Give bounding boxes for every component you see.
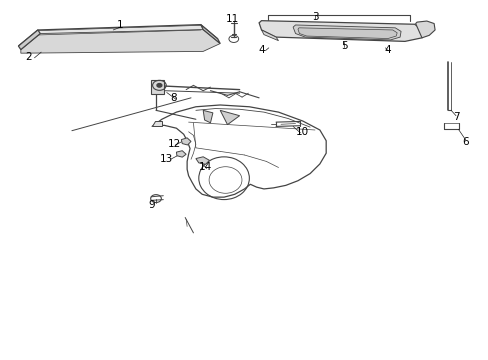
Polygon shape [21, 30, 220, 53]
Polygon shape [19, 30, 40, 50]
Text: 8: 8 [170, 93, 177, 103]
Polygon shape [220, 111, 239, 125]
Polygon shape [151, 80, 164, 94]
Text: 2: 2 [25, 52, 31, 62]
Text: 9: 9 [148, 200, 155, 210]
Polygon shape [292, 25, 400, 40]
Circle shape [157, 84, 162, 87]
Text: 10: 10 [296, 127, 309, 137]
Text: 4: 4 [384, 45, 390, 55]
Polygon shape [19, 24, 217, 46]
Text: 1: 1 [117, 19, 123, 30]
Polygon shape [261, 30, 278, 41]
Text: 13: 13 [160, 154, 173, 163]
Text: 7: 7 [452, 112, 458, 122]
Polygon shape [259, 21, 423, 41]
Text: 5: 5 [340, 41, 347, 51]
Text: 6: 6 [462, 138, 468, 148]
Text: 3: 3 [311, 13, 318, 22]
Text: 14: 14 [199, 162, 212, 172]
Text: 4: 4 [258, 45, 264, 55]
Polygon shape [297, 28, 396, 39]
Polygon shape [203, 111, 212, 123]
Text: 12: 12 [167, 139, 180, 149]
Polygon shape [176, 151, 186, 157]
Polygon shape [196, 157, 209, 164]
Polygon shape [415, 21, 434, 38]
Polygon shape [181, 138, 191, 145]
Polygon shape [152, 121, 162, 126]
Text: 11: 11 [225, 14, 239, 24]
Polygon shape [201, 24, 220, 44]
